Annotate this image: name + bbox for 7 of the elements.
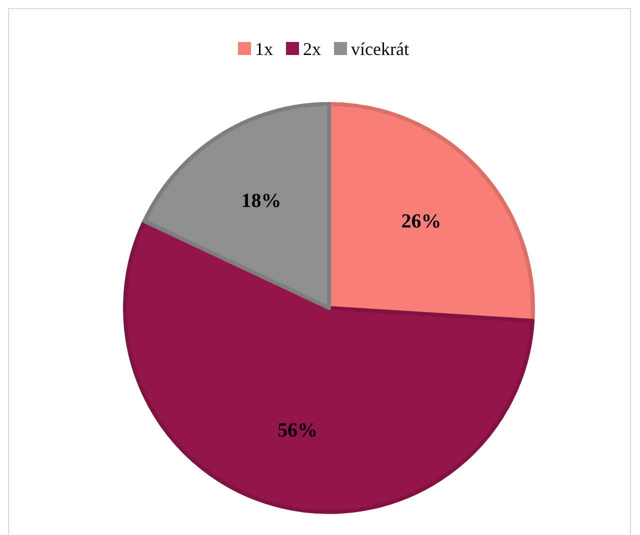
legend-label: 1x (255, 39, 273, 59)
legend-label: 2x (303, 39, 321, 59)
pie-slice (142, 102, 331, 310)
data-label: 18% (241, 190, 282, 212)
legend-label: vícekrát (351, 39, 409, 59)
data-label: 26% (401, 210, 442, 232)
data-label: 56% (278, 420, 318, 442)
